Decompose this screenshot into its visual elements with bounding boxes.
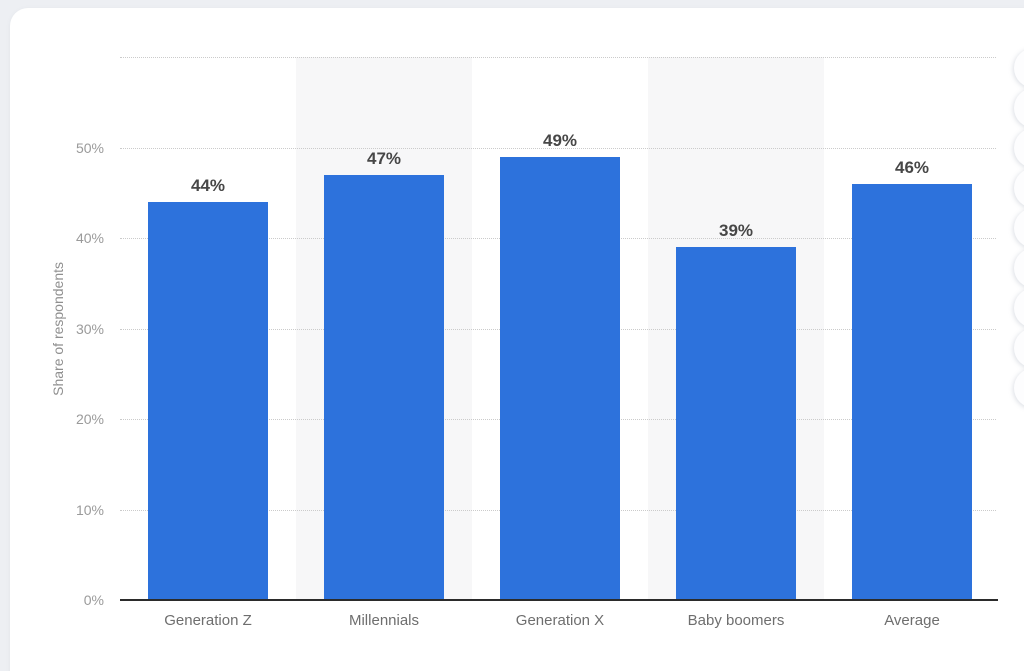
gridline-60 bbox=[120, 57, 996, 58]
side-toolbar-button[interactable] bbox=[1014, 208, 1024, 248]
bar-value-label: 39% bbox=[718, 221, 754, 241]
y-tick-label: 0% bbox=[83, 592, 104, 608]
bar-millennials[interactable] bbox=[324, 174, 444, 600]
y-tick-label: 30% bbox=[75, 320, 104, 337]
side-toolbar-button[interactable] bbox=[1014, 88, 1024, 128]
bar-value-label: 47% bbox=[366, 148, 402, 168]
side-toolbar-button[interactable] bbox=[1014, 128, 1024, 168]
side-toolbar-button[interactable] bbox=[1014, 288, 1024, 328]
category-label-generation-z: Generation Z bbox=[164, 612, 252, 629]
bar-average[interactable] bbox=[852, 183, 972, 600]
side-toolbar-button[interactable] bbox=[1014, 48, 1024, 88]
bar-value-label: 44% bbox=[190, 175, 226, 195]
side-toolbar-button[interactable] bbox=[1014, 368, 1024, 408]
category-label-average: Average bbox=[884, 612, 940, 629]
bar-value-label: 49% bbox=[542, 130, 578, 150]
bar-baby-boomers[interactable] bbox=[676, 247, 796, 600]
category-label-millennials: Millennials bbox=[348, 612, 420, 629]
y-tick-label: 10% bbox=[75, 501, 104, 518]
side-toolbar-button[interactable] bbox=[1014, 168, 1024, 208]
bar-value-label: 46% bbox=[894, 157, 930, 177]
category-label-generation-x: Generation X bbox=[515, 612, 605, 629]
y-tick-label: 40% bbox=[75, 230, 104, 246]
chart-card: Share of respondents 0% 10% 20% 30% 40% 50% 4… bbox=[10, 8, 1024, 671]
gridline-50 bbox=[120, 147, 996, 149]
y-tick-label: 50% bbox=[75, 139, 104, 156]
bar-generation-x[interactable] bbox=[500, 156, 620, 600]
side-toolbar-button[interactable] bbox=[1014, 328, 1024, 368]
y-tick-label: 20% bbox=[75, 411, 104, 427]
x-axis-line bbox=[120, 599, 998, 601]
bar-generation-z[interactable] bbox=[148, 201, 268, 600]
category-label-baby-boomers: Baby boomers bbox=[687, 612, 785, 629]
side-toolbar-button[interactable] bbox=[1014, 248, 1024, 288]
